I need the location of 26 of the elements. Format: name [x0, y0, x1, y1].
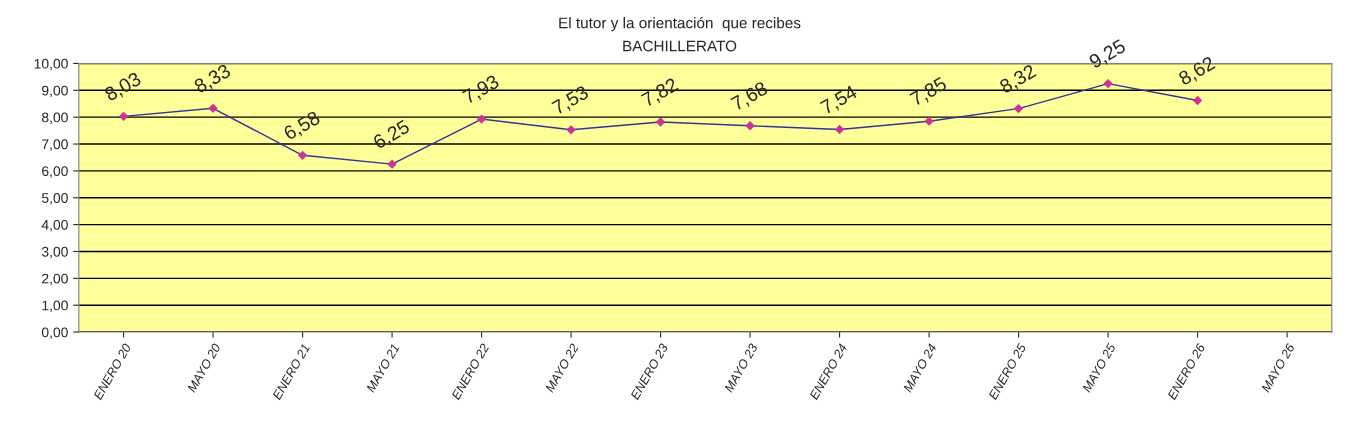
y-tick-label: 8,00	[41, 112, 68, 124]
data-label: 7,85	[909, 76, 949, 109]
data-label: 8,33	[193, 63, 233, 96]
y-tick-label: 10,00	[34, 58, 68, 71]
data-label: 7,68	[730, 80, 770, 113]
data-label: 7,93	[461, 74, 501, 107]
data-label: 9,25	[1088, 38, 1128, 71]
data-label: 8,03	[103, 71, 143, 104]
y-tick-label: 2,00	[42, 273, 68, 286]
y-tick-label: 7,00	[42, 139, 68, 151]
y-tick-label: 6,00	[42, 166, 68, 178]
chart-title: El tutor y la orientación que recibes	[559, 16, 801, 32]
y-tick-label: 5,00	[41, 193, 68, 205]
data-label: 6,58	[282, 110, 322, 143]
y-tick-label: 9,00	[42, 85, 68, 98]
data-label: 6,25	[372, 119, 412, 152]
data-label: 7,82	[640, 77, 680, 110]
chart-subtitle: BACHILLERATO	[623, 40, 737, 52]
y-tick-label: 0,00	[41, 327, 68, 339]
y-tick-label: 1,00	[42, 300, 68, 312]
y-tick-label: 4,00	[41, 219, 68, 232]
data-label: 8,32	[998, 63, 1038, 96]
data-label: 8,62	[1177, 55, 1217, 88]
y-tick-label: 3,00	[41, 246, 68, 259]
data-label: 7,53	[551, 84, 591, 117]
data-label: 7,54	[819, 84, 860, 117]
